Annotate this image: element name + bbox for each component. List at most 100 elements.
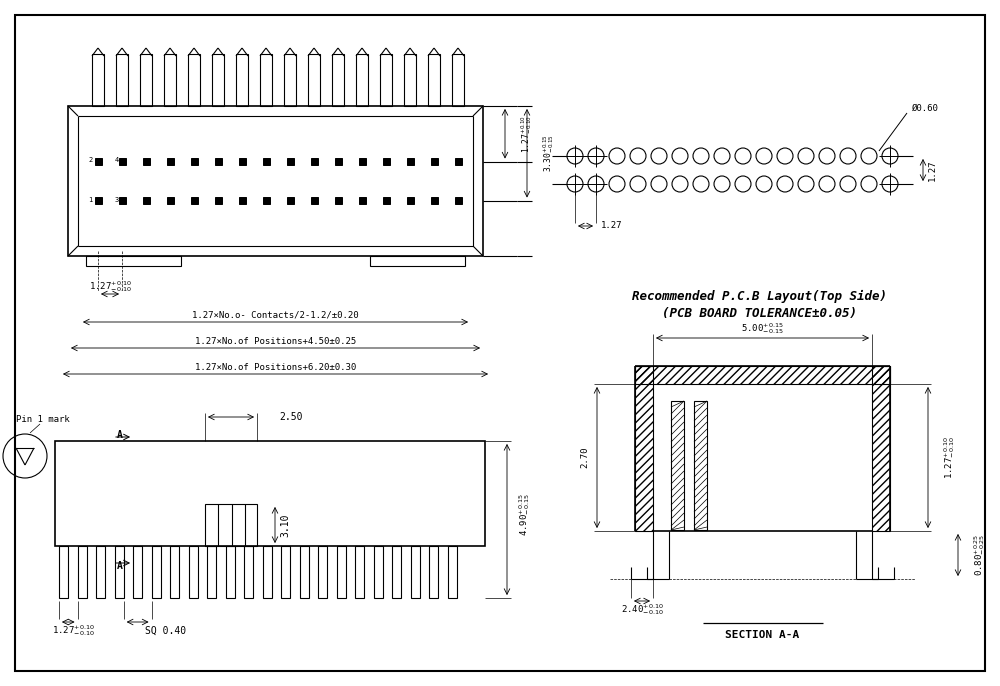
- Bar: [262, 197, 270, 204]
- Bar: [370, 256, 465, 266]
- Bar: [55, 441, 485, 546]
- Bar: [374, 546, 382, 598]
- Bar: [262, 158, 270, 165]
- Bar: [310, 197, 318, 204]
- Text: 1.27×No.of Positions+6.20±0.30: 1.27×No.of Positions+6.20±0.30: [195, 362, 356, 372]
- Text: 5.00$^{+0.15}_{-0.15}$: 5.00$^{+0.15}_{-0.15}$: [741, 322, 784, 336]
- Bar: [94, 197, 102, 204]
- Text: 2.50: 2.50: [279, 412, 302, 422]
- Text: 1.27$^{+0.10}_{-0.10}$: 1.27$^{+0.10}_{-0.10}$: [942, 436, 957, 479]
- Bar: [452, 54, 464, 106]
- Text: 4: 4: [114, 158, 119, 163]
- Bar: [308, 54, 320, 106]
- Bar: [190, 197, 198, 204]
- Text: SECTION A-A: SECTION A-A: [725, 630, 800, 640]
- Text: A: A: [117, 561, 123, 571]
- Bar: [380, 54, 392, 106]
- Bar: [78, 546, 87, 598]
- Bar: [454, 158, 462, 165]
- Bar: [318, 546, 327, 598]
- Text: SQ 0.40: SQ 0.40: [145, 626, 186, 636]
- Bar: [214, 158, 222, 165]
- Bar: [166, 158, 174, 165]
- Text: 1: 1: [88, 196, 92, 202]
- Bar: [404, 54, 416, 106]
- Bar: [166, 197, 174, 204]
- Bar: [92, 54, 104, 106]
- Bar: [239, 158, 246, 165]
- Bar: [86, 256, 181, 266]
- Text: (PCB BOARD TOLERANCE±0.05): (PCB BOARD TOLERANCE±0.05): [662, 307, 858, 320]
- Bar: [140, 54, 152, 106]
- Text: 1.27: 1.27: [928, 159, 937, 180]
- Bar: [119, 158, 126, 165]
- Bar: [152, 546, 160, 598]
- Bar: [406, 158, 414, 165]
- Text: 1.27$^{+0.10}_{-0.10}$: 1.27$^{+0.10}_{-0.10}$: [519, 115, 534, 153]
- Bar: [239, 197, 246, 204]
- Bar: [133, 546, 142, 598]
- Bar: [694, 401, 707, 530]
- Bar: [262, 546, 272, 598]
- Text: A: A: [117, 430, 123, 440]
- Bar: [119, 197, 126, 204]
- Bar: [143, 158, 150, 165]
- Text: Pin 1 mark: Pin 1 mark: [16, 416, 70, 425]
- Bar: [382, 158, 390, 165]
- Bar: [212, 54, 224, 106]
- Bar: [94, 158, 102, 165]
- Bar: [188, 54, 200, 106]
- Bar: [430, 197, 438, 204]
- Text: 0.80$^{+0.25}_{-0.25}$: 0.80$^{+0.25}_{-0.25}$: [972, 534, 987, 576]
- Bar: [207, 546, 216, 598]
- Bar: [671, 401, 684, 530]
- Text: 3.30$^{+0.15}_{-0.15}$: 3.30$^{+0.15}_{-0.15}$: [541, 134, 556, 172]
- Bar: [356, 54, 368, 106]
- Bar: [635, 366, 653, 531]
- Text: 1.27$^{+0.10}_{-0.10}$: 1.27$^{+0.10}_{-0.10}$: [52, 624, 95, 639]
- Bar: [68, 106, 483, 256]
- Bar: [143, 197, 150, 204]
- Bar: [332, 54, 344, 106]
- Bar: [116, 54, 128, 106]
- Bar: [392, 546, 401, 598]
- Text: 4.90$^{+0.15}_{-0.15}$: 4.90$^{+0.15}_{-0.15}$: [517, 493, 532, 536]
- Bar: [355, 546, 364, 598]
- Bar: [334, 158, 342, 165]
- Bar: [358, 158, 366, 165]
- Text: 1.27$^{+0.10}_{-0.10}$: 1.27$^{+0.10}_{-0.10}$: [89, 279, 131, 294]
- Bar: [429, 546, 438, 598]
- Bar: [244, 546, 253, 598]
- Bar: [635, 366, 890, 384]
- Bar: [872, 366, 890, 531]
- Text: 2.70: 2.70: [580, 447, 590, 469]
- Bar: [411, 546, 420, 598]
- Bar: [336, 546, 346, 598]
- Bar: [190, 158, 198, 165]
- Bar: [406, 197, 414, 204]
- Text: 3: 3: [114, 196, 119, 202]
- Bar: [114, 546, 124, 598]
- Bar: [382, 197, 390, 204]
- Bar: [170, 546, 179, 598]
- Bar: [260, 54, 272, 106]
- Bar: [454, 197, 462, 204]
- Bar: [205, 504, 257, 546]
- Text: 2.40$^{+0.10}_{-0.10}$: 2.40$^{+0.10}_{-0.10}$: [621, 602, 663, 617]
- Bar: [226, 546, 234, 598]
- Bar: [236, 54, 248, 106]
- Bar: [59, 546, 68, 598]
- Text: 2: 2: [88, 158, 92, 163]
- Bar: [287, 158, 294, 165]
- Text: 1.27: 1.27: [601, 222, 622, 230]
- Bar: [334, 197, 342, 204]
- Bar: [188, 546, 198, 598]
- Bar: [428, 54, 440, 106]
- Bar: [96, 546, 105, 598]
- Text: 3.10: 3.10: [280, 513, 290, 536]
- Bar: [164, 54, 176, 106]
- Bar: [448, 546, 456, 598]
- Bar: [284, 54, 296, 106]
- Bar: [300, 546, 308, 598]
- Text: Recommended P.C.B Layout(Top Side): Recommended P.C.B Layout(Top Side): [633, 289, 888, 303]
